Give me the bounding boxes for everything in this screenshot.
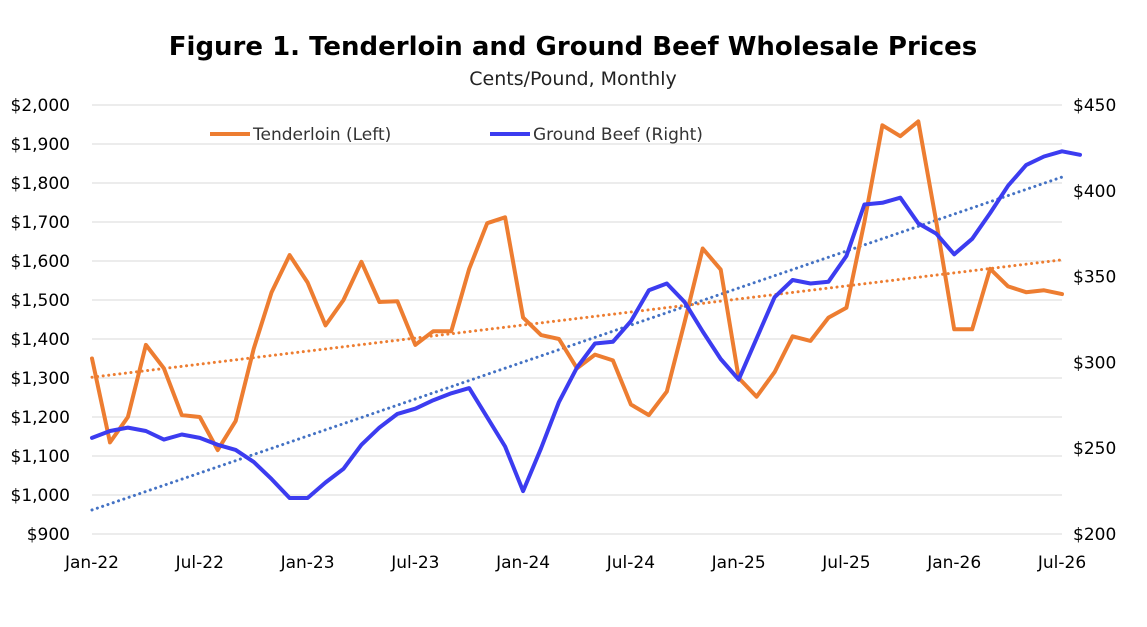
x-tick-label: Jul-23 bbox=[390, 553, 439, 573]
right-tick-label: $200 bbox=[1073, 525, 1116, 545]
chart-title: Figure 1. Tenderloin and Ground Beef Who… bbox=[169, 32, 977, 62]
x-tick-label: Jan-24 bbox=[495, 553, 550, 573]
x-tick-label: Jan-26 bbox=[926, 553, 981, 573]
ground-beef-series-line bbox=[90, 149, 1082, 500]
right-tick-label: $350 bbox=[1073, 268, 1116, 288]
left-tick-label: $1,600 bbox=[11, 252, 70, 272]
left-tick-label: $1,500 bbox=[11, 291, 70, 311]
left-tick-label: $900 bbox=[27, 525, 70, 545]
left-tick-label: $1,200 bbox=[11, 408, 70, 428]
x-tick-label: Jul-24 bbox=[606, 553, 655, 573]
left-tick-label: $1,700 bbox=[11, 213, 70, 233]
right-axis-ticks: $200 $250 $300 $350 $400 $450 bbox=[1073, 96, 1116, 545]
ground-beef-trendline bbox=[90, 175, 1064, 512]
right-tick-label: $250 bbox=[1073, 439, 1116, 459]
left-tick-label: $1,300 bbox=[11, 369, 70, 389]
left-tick-label: $1,900 bbox=[11, 135, 70, 155]
legend-label-tenderloin: Tenderloin (Left) bbox=[252, 125, 391, 145]
legend: Tenderloin (Left) Ground Beef (Right) bbox=[210, 125, 703, 145]
x-tick-label: Jul-22 bbox=[175, 553, 224, 573]
left-tick-label: $1,100 bbox=[11, 447, 70, 467]
left-tick-label: $1,000 bbox=[11, 486, 70, 506]
x-tick-label: Jan-23 bbox=[280, 553, 335, 573]
grid-lines bbox=[92, 104, 1062, 535]
chart-subtitle: Cents/Pound, Monthly bbox=[469, 68, 676, 90]
x-tick-label: Jan-22 bbox=[64, 553, 119, 573]
left-axis-ticks: $900 $1,000 $1,100 $1,200 $1,300 $1,400 $1,500… bbox=[11, 96, 70, 545]
x-tick-label: Jul-26 bbox=[1037, 553, 1086, 573]
trendlines bbox=[90, 175, 1064, 512]
x-axis-ticks: Jan-22 Jul-22 Jan-23 Jul-23 Jan-24 Jul-24 Jan-… bbox=[64, 553, 1086, 573]
legend-label-ground-beef: Ground Beef (Right) bbox=[533, 125, 703, 145]
left-tick-label: $1,400 bbox=[11, 330, 70, 350]
left-tick-label: $2,000 bbox=[11, 96, 70, 116]
x-tick-label: Jul-25 bbox=[821, 553, 870, 573]
right-tick-label: $300 bbox=[1073, 353, 1116, 373]
tenderloin-series-line bbox=[90, 119, 1064, 453]
series-lines bbox=[90, 119, 1082, 500]
tenderloin-trendline bbox=[90, 258, 1064, 379]
right-tick-label: $450 bbox=[1073, 96, 1116, 116]
right-tick-label: $400 bbox=[1073, 182, 1116, 202]
left-tick-label: $1,800 bbox=[11, 174, 70, 194]
x-tick-label: Jan-25 bbox=[711, 553, 766, 573]
